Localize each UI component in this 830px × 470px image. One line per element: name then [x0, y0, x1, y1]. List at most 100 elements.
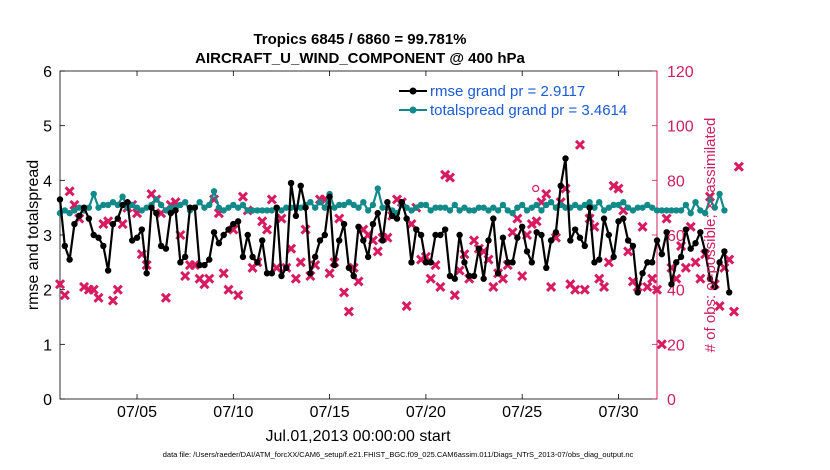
totalspread-point	[485, 207, 492, 214]
totalspread-point	[66, 209, 73, 217]
rmse-point	[129, 237, 136, 244]
obs-marker-stroke	[372, 246, 383, 257]
totalspread-point	[201, 204, 208, 211]
obs-assimilated-point	[290, 273, 301, 284]
obs-marker-stroke	[570, 284, 581, 295]
rmse-point	[321, 231, 328, 239]
obs-assimilated-point	[204, 273, 215, 284]
legend-spread-label: totalspread grand pr = 3.4614	[430, 102, 627, 119]
rmse-point	[162, 245, 170, 252]
totalspread-point	[490, 204, 497, 211]
rmse-point	[316, 237, 324, 244]
totalspread-point	[451, 201, 458, 209]
obs-assimilated-point	[488, 281, 499, 292]
rmse-point	[254, 259, 261, 266]
y-left-tick-label: 5	[43, 119, 52, 136]
totalspread-point	[634, 204, 641, 211]
rmse-point	[124, 199, 131, 206]
obs-assimilated-point	[680, 262, 691, 273]
obs-marker-stroke	[488, 281, 499, 292]
rmse-point	[639, 270, 646, 277]
obs-assimilated-point	[218, 268, 229, 279]
obs-marker-stroke	[103, 216, 114, 227]
rmse-point	[653, 237, 661, 244]
totalspread-point	[283, 204, 290, 211]
rmse-point	[273, 204, 280, 211]
obs-marker-stroke	[117, 219, 128, 230]
obs-assimilated-point	[613, 183, 624, 194]
rmse-point	[230, 220, 237, 228]
x-tick-label: 07/20	[406, 404, 446, 421]
x-tick-label: 07/10	[213, 404, 253, 421]
rmse-point	[239, 253, 247, 261]
obs-assimilated-point	[93, 292, 104, 303]
totalspread-point	[167, 204, 174, 211]
totalspread-point	[369, 201, 377, 209]
obs-marker-stroke	[444, 172, 456, 183]
totalspread-point	[100, 201, 107, 209]
rmse-point	[441, 226, 449, 233]
obs-marker-stroke	[728, 306, 740, 317]
obs-assimilated-point	[334, 213, 345, 224]
obs-marker-stroke	[189, 260, 200, 271]
obs-marker-stroke	[454, 265, 465, 276]
rmse-point	[172, 207, 179, 214]
rmse-point	[509, 259, 516, 266]
legend-rmse-label: rmse grand pr = 2.9117	[430, 83, 585, 100]
totalspread-point	[596, 199, 603, 206]
obs-marker-stroke	[565, 279, 576, 290]
obs-marker-stroke	[459, 249, 470, 260]
obs-marker-stroke	[656, 339, 667, 350]
rmse-point	[302, 204, 309, 211]
rmse-point	[360, 237, 367, 244]
chart-title-line2: AIRCRAFT_U_WIND_COMPONENT @ 400 hPa	[195, 50, 525, 67]
totalspread-point	[297, 204, 304, 211]
rmse-point	[364, 253, 372, 261]
totalspread-point	[263, 207, 271, 214]
totalspread-point	[90, 190, 97, 198]
totalspread-point	[215, 204, 223, 211]
rmse-point	[66, 256, 73, 263]
totalspread-point	[706, 196, 714, 203]
rmse-point	[80, 204, 88, 211]
rmse-point	[95, 234, 102, 241]
obs-marker-stroke	[661, 213, 672, 224]
totalspread-point	[422, 201, 430, 209]
rmse-point	[167, 209, 174, 217]
totalspread-point	[331, 204, 338, 211]
obs-marker-stroke	[642, 281, 653, 292]
obs-assimilated-point	[435, 281, 446, 292]
totalspread-point	[311, 204, 319, 211]
rmse-point	[206, 256, 213, 263]
totalspread-point	[321, 204, 328, 211]
totalspread-point	[316, 199, 324, 206]
y-right-tick-label: 120	[667, 64, 694, 81]
x-tick-label: 07/15	[310, 404, 350, 421]
legend-rmse-marker	[409, 87, 417, 95]
totalspread-point	[350, 201, 357, 209]
totalspread-point	[225, 204, 232, 211]
obs-marker-stroke	[406, 219, 417, 230]
totalspread-point	[129, 201, 136, 209]
totalspread-point	[177, 201, 184, 209]
rmse-point	[210, 229, 218, 236]
rmse-point	[143, 270, 150, 277]
obs-assimilated-point	[406, 219, 417, 230]
totalspread-point	[446, 207, 454, 214]
rmse-point	[504, 259, 511, 266]
totalspread-point	[716, 190, 723, 198]
totalspread-point	[360, 199, 367, 206]
totalspread-point	[307, 199, 314, 206]
obs-assimilated-point	[372, 246, 383, 257]
rmse-point	[475, 245, 483, 252]
rmse-point	[278, 272, 285, 280]
obs-assimilated-point	[324, 268, 335, 279]
totalspread-point	[437, 204, 444, 211]
totalspread-point	[470, 207, 478, 214]
obs-assimilated-point	[531, 216, 542, 227]
obs-assimilated-point	[266, 194, 277, 205]
totalspread-point	[461, 204, 468, 211]
obs-assimilated-point	[507, 227, 518, 238]
rmse-point	[668, 281, 675, 288]
obs-marker-stroke	[666, 262, 677, 273]
